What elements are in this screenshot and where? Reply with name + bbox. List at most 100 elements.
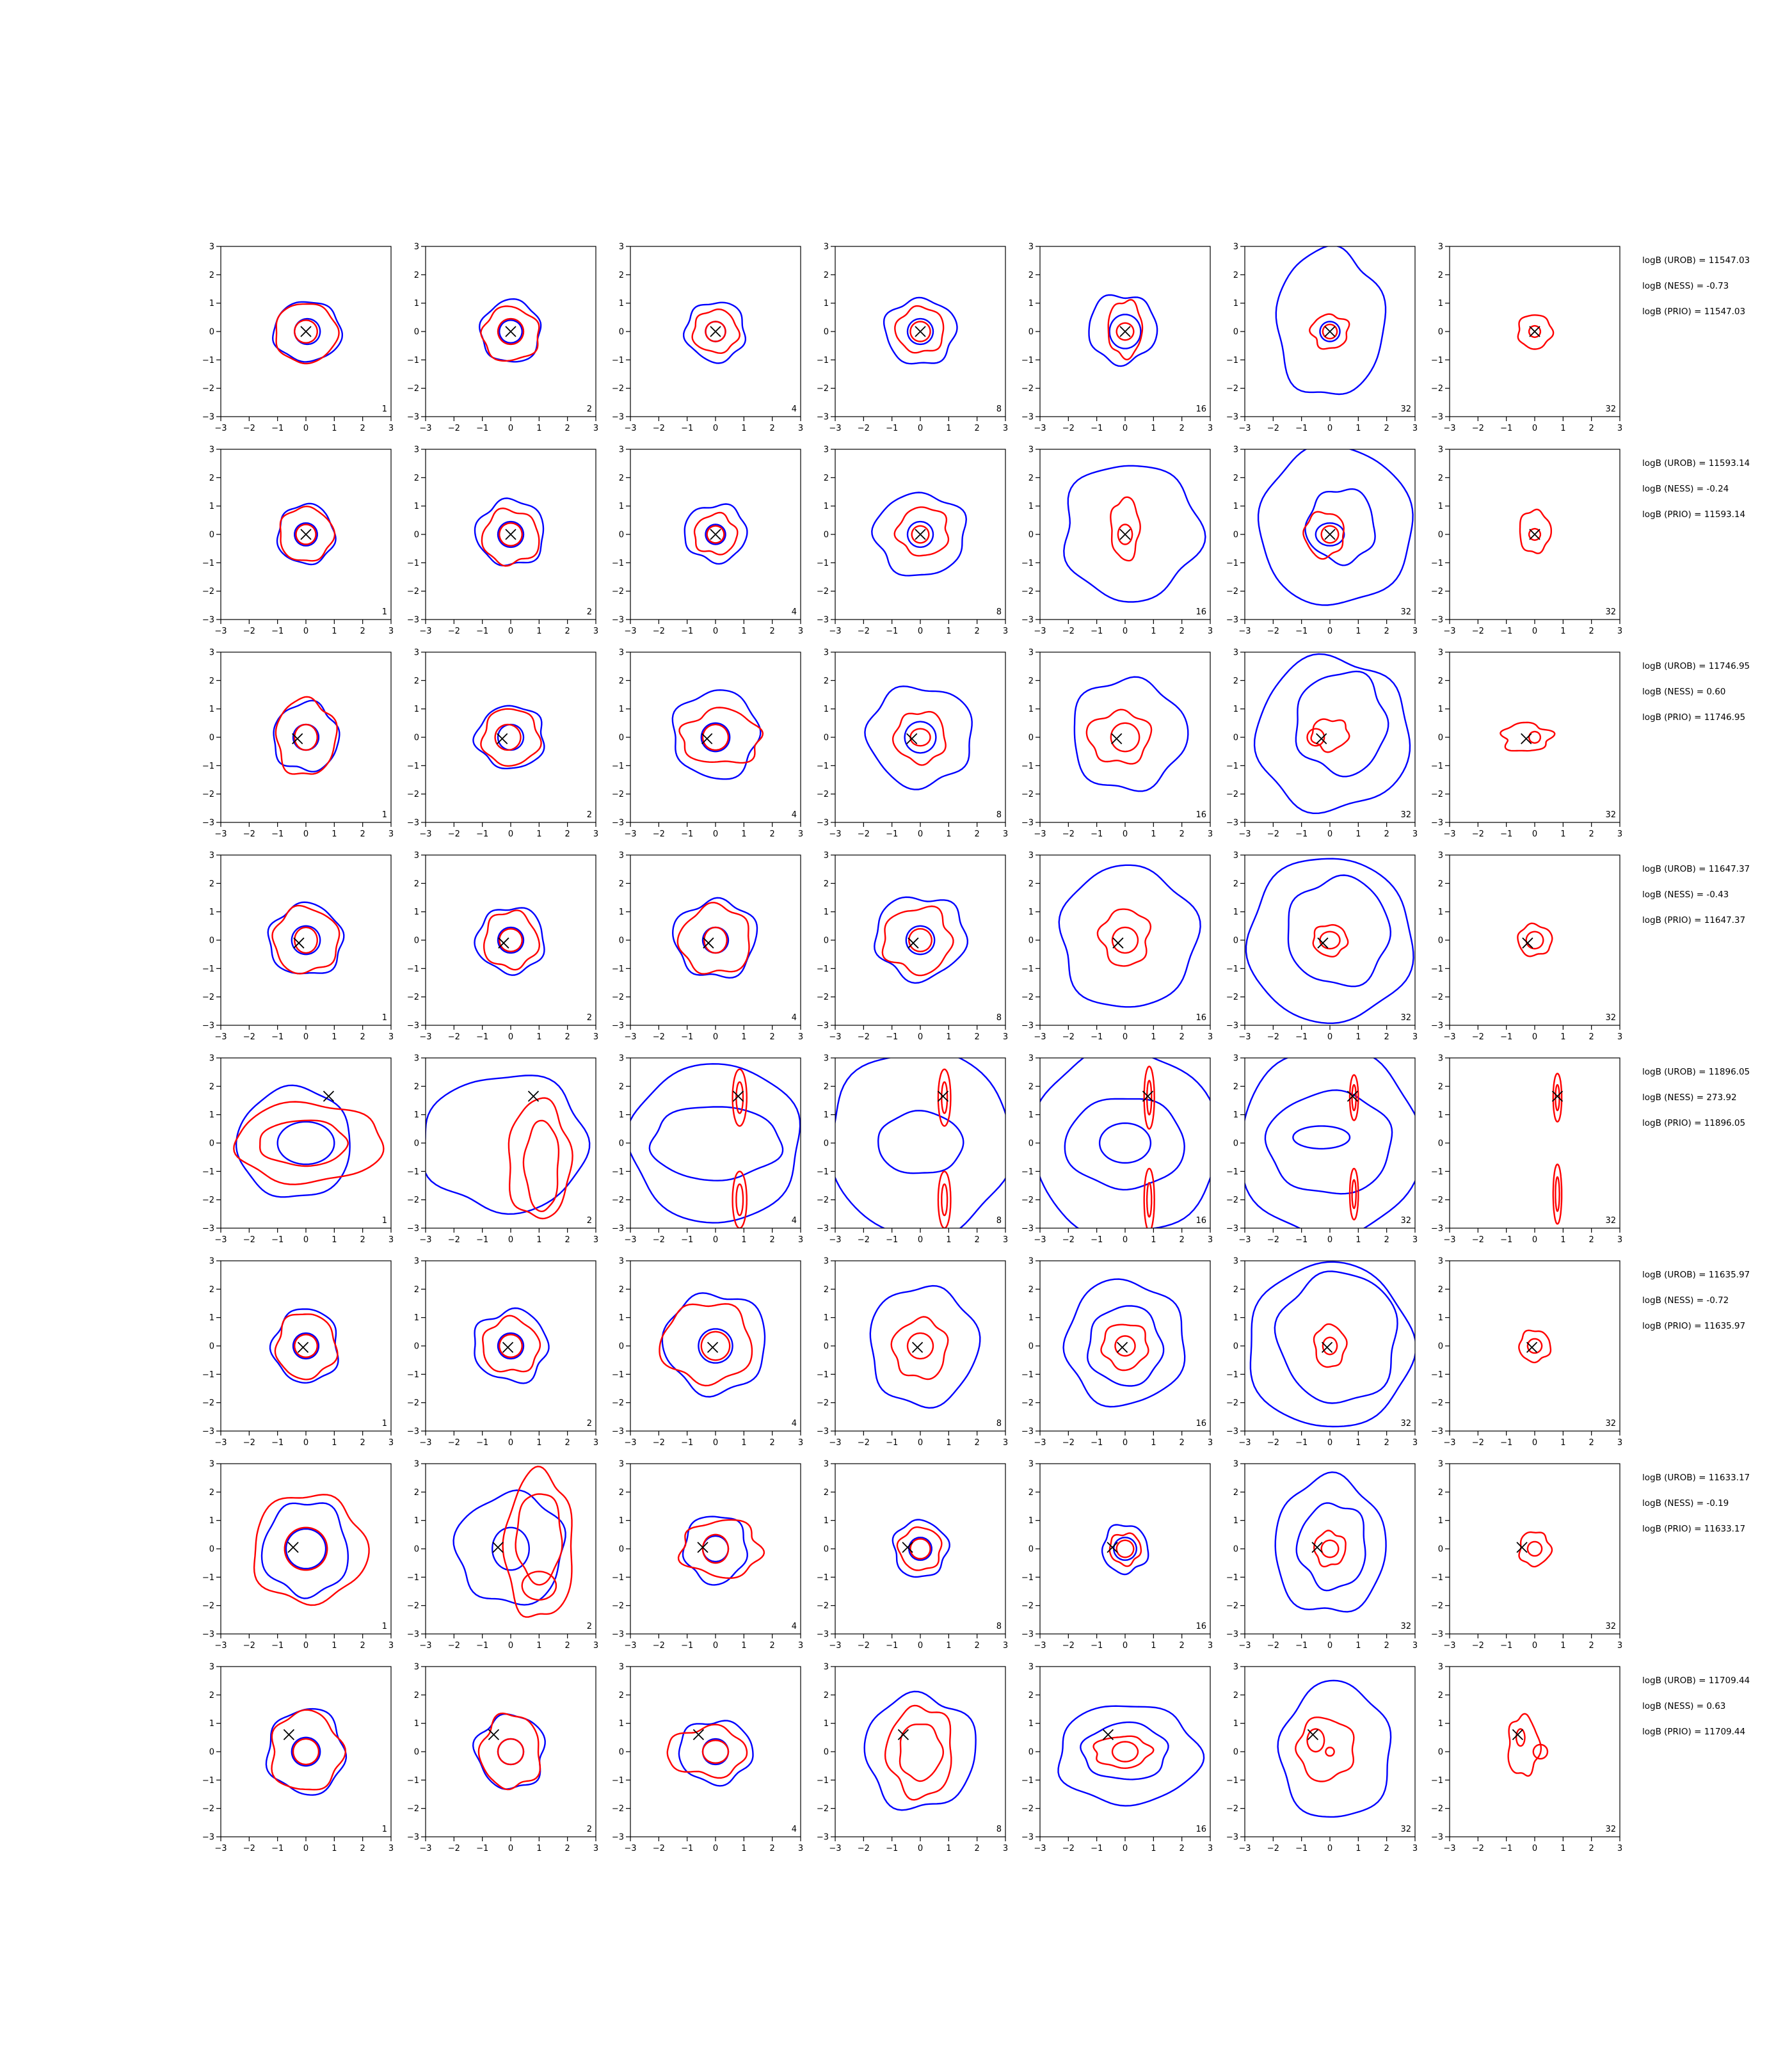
- x-tick-label: 2: [975, 1844, 980, 1853]
- x-tick-label: 1: [741, 1641, 746, 1651]
- x-tick-label: 2: [770, 424, 775, 433]
- x-tick-label: −1: [1500, 829, 1512, 839]
- blue-contour: [267, 901, 345, 975]
- x-tick-label: 1: [1151, 424, 1156, 433]
- plot-area: [1519, 508, 1552, 554]
- x-tick-label: −1: [1500, 1641, 1512, 1651]
- x-tick-label: −2: [858, 829, 870, 839]
- x-tick-label: 3: [388, 627, 394, 636]
- panel-annotation: 4: [792, 1419, 797, 1428]
- x-tick-label: −1: [886, 627, 898, 636]
- x-tick-label: −2: [858, 627, 870, 636]
- y-tick-label: 1: [1438, 299, 1443, 308]
- y-tick-label: −1: [1431, 559, 1443, 568]
- y-tick-label: −1: [407, 1573, 419, 1583]
- y-tick-label: 0: [414, 1748, 419, 1757]
- y-tick-label: −2: [1021, 1398, 1034, 1408]
- blue-contour: [474, 497, 545, 566]
- x-tick-label: 1: [741, 627, 746, 636]
- x-tick-label: 2: [565, 627, 570, 636]
- y-tick-label: 2: [1438, 879, 1443, 889]
- y-tick-label: −1: [1431, 1370, 1443, 1380]
- red-contour: [1322, 1336, 1338, 1356]
- x-tick-label: 1: [536, 424, 541, 433]
- stat-line: logB (NESS) = 0.60: [1642, 687, 1725, 697]
- x-tick-label: −3: [1034, 1844, 1046, 1853]
- red-contour: [1348, 1074, 1359, 1121]
- x-tick-label: 1: [741, 1032, 746, 1042]
- marker-x-icon: [1324, 326, 1336, 337]
- y-tick-label: −1: [1021, 559, 1034, 568]
- red-contour: [294, 723, 318, 751]
- y-tick-label: 2: [1233, 474, 1238, 483]
- y-tick-label: −2: [1431, 790, 1443, 799]
- plot-area: [1275, 246, 1387, 396]
- y-tick-label: 1: [619, 299, 624, 308]
- panel-annotation: 16: [1196, 810, 1206, 820]
- blue-contour: [1101, 1524, 1149, 1576]
- red-contour: [1320, 525, 1340, 544]
- red-contour: [1085, 708, 1153, 765]
- x-tick-label: 2: [1384, 1641, 1389, 1651]
- x-tick-label: 1: [1560, 1438, 1565, 1448]
- y-tick-label: −2: [1021, 384, 1034, 394]
- axes-frame: [630, 1666, 801, 1837]
- x-tick-label: −1: [886, 424, 898, 433]
- y-tick-label: 0: [1438, 1342, 1443, 1352]
- x-tick-label: −2: [243, 1438, 255, 1448]
- axes-frame: [220, 1260, 392, 1432]
- red-contour: [1518, 1329, 1552, 1364]
- x-tick-label: 2: [1589, 1641, 1594, 1651]
- plot-area: [1253, 653, 1411, 815]
- blue-contour: [497, 926, 525, 954]
- blue-contour: [1088, 294, 1158, 367]
- red-contour: [937, 1171, 952, 1228]
- y-tick-label: −2: [202, 1804, 214, 1814]
- y-tick-label: −2: [407, 1398, 419, 1408]
- axes-frame: [1039, 652, 1211, 823]
- red-contour: [732, 1171, 748, 1228]
- y-tick-label: −2: [1226, 1196, 1238, 1205]
- x-tick-label: −2: [448, 627, 460, 636]
- y-tick-label: −1: [202, 964, 214, 974]
- x-tick-label: 1: [1356, 627, 1361, 636]
- plot-area: [269, 1308, 339, 1384]
- x-tick-label: 1: [1560, 1032, 1565, 1042]
- y-tick-label: −1: [612, 356, 624, 365]
- y-tick-label: −1: [817, 762, 829, 771]
- y-tick-label: 1: [414, 502, 419, 511]
- y-tick-label: −2: [1226, 1804, 1238, 1814]
- marker-x-icon: [498, 937, 509, 949]
- marker-x-icon: [505, 529, 516, 540]
- plot-area: [677, 1516, 765, 1586]
- x-tick-label: 0: [1532, 1844, 1537, 1853]
- x-tick-label: −2: [653, 1235, 665, 1245]
- x-tick-label: −2: [448, 424, 460, 433]
- panel-annotation: 16: [1196, 1825, 1206, 1834]
- x-tick-label: −1: [1500, 424, 1512, 433]
- y-tick-label: 0: [414, 1139, 419, 1149]
- x-tick-label: 1: [946, 1641, 951, 1651]
- x-tick-label: 1: [1560, 829, 1565, 839]
- x-tick-label: −3: [214, 1438, 227, 1448]
- blue-contour: [472, 705, 545, 769]
- x-tick-label: 2: [1180, 1235, 1185, 1245]
- plot-area: [892, 1519, 950, 1578]
- y-tick-label: −2: [612, 1398, 624, 1408]
- y-tick-label: 2: [1028, 271, 1034, 280]
- x-tick-label: −3: [624, 424, 636, 433]
- plot-area: [1518, 1329, 1552, 1364]
- y-tick-label: 3: [1233, 648, 1238, 658]
- x-tick-label: −3: [829, 424, 841, 433]
- x-tick-label: 0: [1327, 424, 1332, 433]
- red-contour: [259, 1119, 349, 1167]
- x-tick-label: 0: [1532, 424, 1537, 433]
- x-tick-label: 2: [1180, 1438, 1185, 1448]
- x-tick-label: 0: [918, 1235, 923, 1245]
- x-tick-label: 2: [565, 829, 570, 839]
- y-tick-label: −2: [612, 790, 624, 799]
- y-tick-label: −3: [407, 1021, 419, 1031]
- y-tick-label: 3: [414, 1054, 419, 1064]
- x-tick-label: 1: [332, 1844, 337, 1853]
- x-tick-label: 1: [741, 1844, 746, 1853]
